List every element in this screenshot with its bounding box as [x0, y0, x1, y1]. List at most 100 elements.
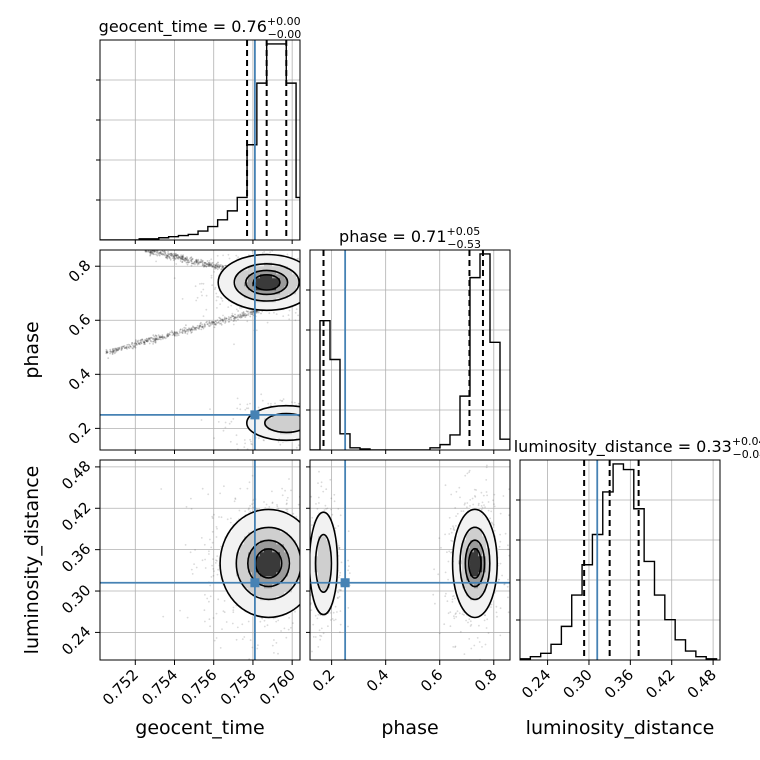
sample-point: [205, 263, 208, 266]
sample-point: [347, 530, 350, 533]
sample-point: [334, 527, 337, 530]
sample-point: [171, 253, 173, 256]
sample-point: [133, 343, 136, 345]
x-tick-label: 0.24: [518, 666, 554, 702]
density-cell: [334, 552, 339, 557]
density-cell: [470, 572, 475, 577]
density-cell: [272, 406, 277, 411]
sample-point: [217, 421, 220, 423]
sample-point: [222, 320, 225, 323]
sample-point: [336, 596, 339, 599]
density-cell: [264, 302, 269, 307]
sample-point: [167, 334, 169, 337]
sample-point: [166, 254, 169, 257]
density-cell: [264, 592, 269, 597]
density-cell: [280, 604, 285, 609]
density-cell: [240, 298, 245, 303]
sample-point: [212, 322, 214, 325]
density-cell: [256, 564, 261, 569]
sample-point: [467, 621, 469, 624]
density-cell: [478, 548, 483, 553]
sample-point: [322, 266, 324, 268]
sample-point: [168, 255, 170, 258]
sample-point: [139, 341, 142, 344]
density-cell: [474, 528, 479, 533]
density-cell: [284, 532, 289, 537]
density-cell: [474, 608, 479, 613]
sample-point: [168, 333, 170, 335]
sample-point: [296, 242, 298, 244]
sample-point: [211, 266, 214, 268]
sample-point: [185, 261, 188, 264]
density-cell: [288, 572, 293, 577]
density-cell: [280, 298, 285, 303]
sample-point: [481, 506, 484, 509]
sample-point: [484, 506, 486, 509]
sample-point: [314, 255, 316, 257]
density-cell: [256, 306, 261, 311]
density-cell: [334, 564, 339, 569]
sample-point: [444, 595, 447, 598]
density-cell: [284, 302, 289, 307]
density-cell: [292, 568, 297, 573]
sample-point: [179, 260, 182, 262]
sample-point: [186, 329, 189, 331]
density-cell: [458, 588, 463, 593]
density-cell: [288, 548, 293, 553]
density-cell: [494, 568, 499, 573]
sample-point: [307, 562, 309, 564]
sample-point: [206, 263, 209, 266]
density-cell: [264, 564, 269, 569]
sample-point: [449, 625, 452, 628]
sample-point: [185, 258, 188, 261]
sample-point: [180, 255, 183, 258]
density-cell: [334, 572, 339, 577]
density-cell: [478, 536, 483, 541]
sample-point: [243, 313, 246, 316]
sample-point: [232, 315, 234, 318]
sample-point: [265, 503, 268, 506]
sample-point: [307, 552, 309, 554]
density-cell: [268, 556, 273, 561]
x-tick-label: 0.4: [363, 666, 393, 696]
density-cell: [486, 592, 491, 597]
sample-point: [222, 429, 225, 432]
density-cell: [284, 568, 289, 573]
sample-point: [279, 399, 282, 402]
density-cell: [280, 588, 285, 593]
density-cell: [228, 278, 233, 283]
density-cell: [296, 568, 300, 573]
sample-point: [177, 334, 180, 337]
sample-point: [181, 260, 184, 263]
density-cell: [288, 278, 293, 283]
density-cell: [470, 564, 475, 569]
density-cell: [256, 290, 261, 295]
sample-point: [236, 315, 239, 318]
density-cell: [296, 572, 300, 577]
sample-point: [311, 416, 313, 418]
sample-point: [312, 254, 314, 256]
sample-point: [194, 262, 196, 264]
sample-point: [211, 530, 214, 533]
sample-point: [204, 264, 206, 267]
density-cell: [482, 596, 487, 601]
sample-point: [163, 253, 165, 256]
density-cell: [326, 600, 331, 605]
density-cell: [268, 434, 273, 439]
sample-point: [127, 343, 130, 346]
sample-point: [271, 502, 274, 504]
density-cell: [268, 548, 273, 553]
sample-point: [216, 319, 219, 321]
sample-point: [223, 318, 226, 321]
density-cell: [272, 512, 277, 517]
density-cell: [330, 524, 335, 529]
sample-point: [111, 351, 114, 353]
sample-point: [203, 263, 206, 266]
sample-point: [120, 345, 123, 348]
sample-point: [168, 256, 171, 258]
x-tick-label: 0.8: [471, 666, 501, 696]
density-cell: [244, 520, 249, 525]
sample-point: [190, 262, 193, 265]
sample-point: [183, 329, 186, 332]
sample-point: [155, 335, 158, 338]
